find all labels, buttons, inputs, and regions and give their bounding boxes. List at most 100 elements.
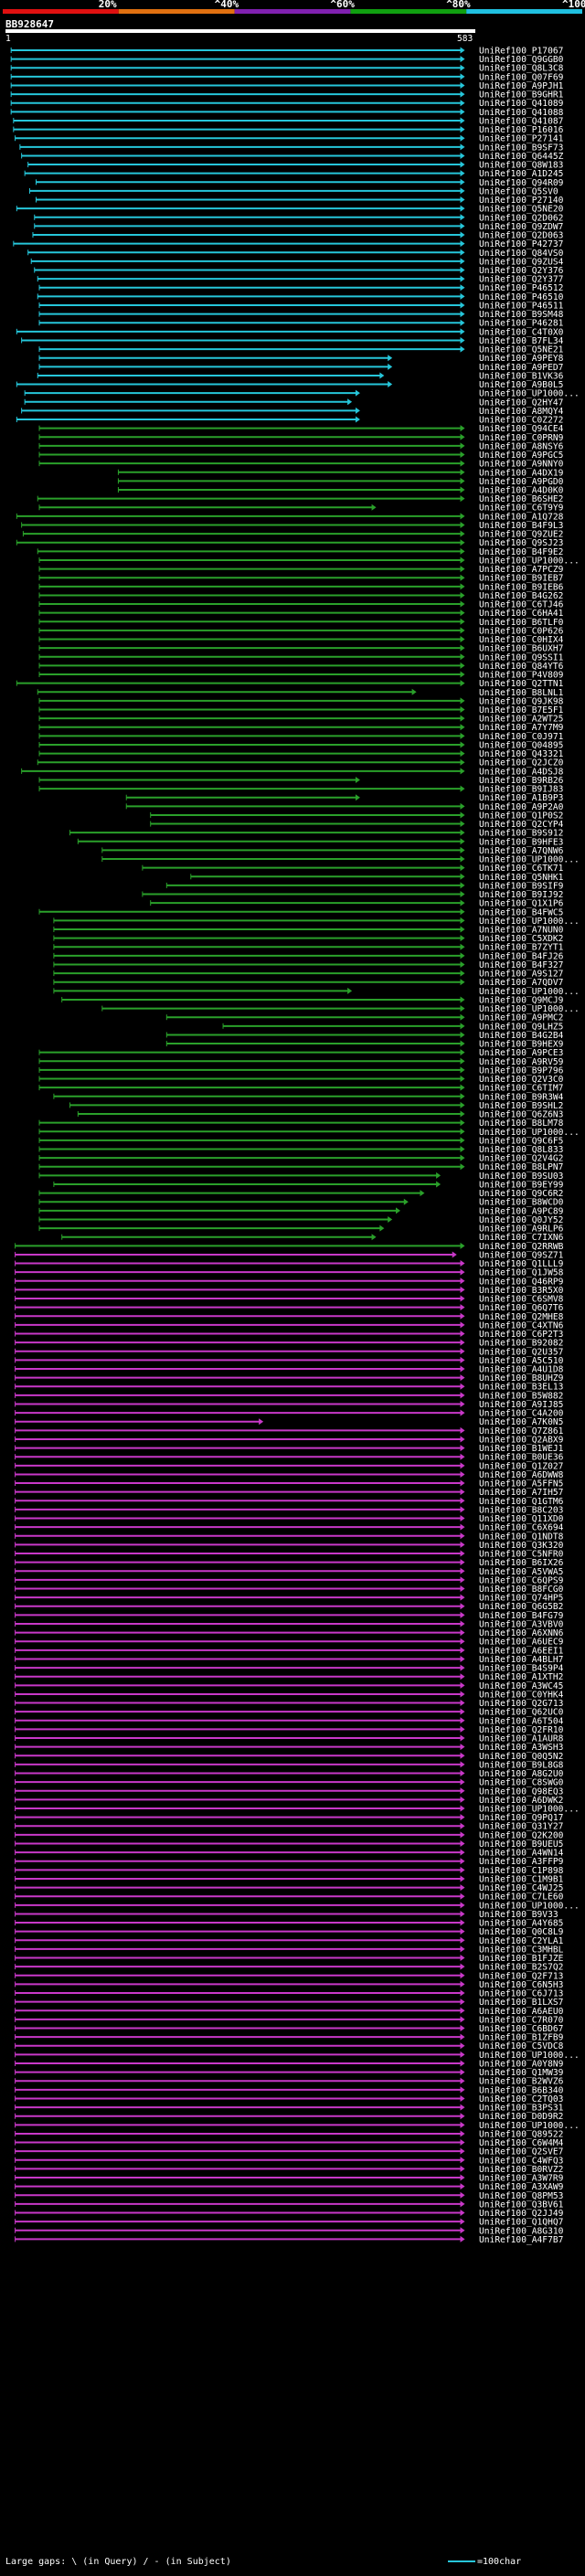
hit-label[interactable]: UniRef100_B1VK36: [479, 371, 564, 381]
hit-label[interactable]: UniRef100_A9PED7: [479, 363, 564, 373]
hit-label[interactable]: UniRef100_C1P898: [479, 1866, 564, 1876]
hit-label[interactable]: UniRef100_P4V809: [479, 671, 564, 681]
hit-label[interactable]: UniRef100_Q2SVE7: [479, 2147, 564, 2157]
hit-label[interactable]: UniRef100_Q2V3C0: [479, 1075, 564, 1085]
hit-label[interactable]: UniRef100_B4FJ26: [479, 951, 564, 961]
hit-label[interactable]: UniRef100_UP1000...: [479, 1128, 580, 1138]
hit-label[interactable]: UniRef100_P46511: [479, 301, 564, 311]
hit-label[interactable]: UniRef100_B9RB26: [479, 776, 564, 786]
hit-label[interactable]: UniRef100_Q5SV0: [479, 186, 558, 196]
hit-label[interactable]: UniRef100_Q9SZ71: [479, 1250, 564, 1260]
hit-label[interactable]: UniRef100_Q1JW58: [479, 1268, 564, 1278]
hit-label[interactable]: UniRef100_B4F327: [479, 960, 564, 970]
hit-label[interactable]: UniRef100_A4U1D8: [479, 1365, 564, 1375]
hit-label[interactable]: UniRef100_B1ZFB9: [479, 2033, 564, 2043]
hit-label[interactable]: UniRef100_A5C510: [479, 1356, 564, 1366]
hit-label[interactable]: UniRef100_B6B340: [479, 2085, 564, 2095]
hit-label[interactable]: UniRef100_P46281: [479, 319, 564, 329]
hit-label[interactable]: UniRef100_Q11XD0: [479, 1514, 564, 1524]
hit-label[interactable]: UniRef100_Q8L833: [479, 1145, 564, 1155]
hit-label[interactable]: UniRef100_B4G262: [479, 591, 563, 601]
hit-label[interactable]: UniRef100_Q2MHE8: [479, 1312, 564, 1322]
hit-label[interactable]: UniRef100_Q9ZDW7: [479, 222, 564, 232]
hit-label[interactable]: UniRef100_A8MQY4: [479, 407, 564, 417]
hit-label[interactable]: UniRef100_C0HIX4: [479, 635, 564, 645]
hit-label[interactable]: UniRef100_Q5NHK1: [479, 873, 564, 883]
hit-label[interactable]: UniRef100_Q2ABX9: [479, 1435, 564, 1445]
hit-label[interactable]: UniRef100_B8LPN7: [479, 1162, 564, 1172]
hit-label[interactable]: UniRef100_B9IJ92: [479, 890, 563, 900]
hit-label[interactable]: UniRef100_C5XDK2: [479, 934, 563, 944]
hit-label[interactable]: UniRef100_Q8W183: [479, 161, 564, 171]
hit-label[interactable]: UniRef100_A1XTH2: [479, 1672, 563, 1682]
hit-label[interactable]: UniRef100_C6TK71: [479, 864, 564, 874]
hit-label[interactable]: UniRef100_UP1000...: [479, 1901, 580, 1911]
hit-label[interactable]: UniRef100_Q2F713: [479, 1971, 564, 1981]
hit-label[interactable]: UniRef100_P17067: [479, 47, 564, 57]
hit-label[interactable]: UniRef100_B9HEX9: [479, 1040, 564, 1050]
hit-label[interactable]: UniRef100_B9SHL2: [479, 1101, 563, 1111]
hit-label[interactable]: UniRef100_Q62UC0: [479, 1708, 564, 1718]
hit-label[interactable]: UniRef100_B7FL34: [479, 336, 564, 346]
hit-label[interactable]: UniRef100_UP1000...: [479, 389, 580, 399]
hit-label[interactable]: UniRef100_A3WC45: [479, 1681, 563, 1691]
hit-label[interactable]: UniRef100_A7IH57: [479, 1488, 564, 1498]
hit-label[interactable]: UniRef100_P46512: [479, 283, 563, 293]
hit-label[interactable]: UniRef100_Q1MW39: [479, 2068, 564, 2078]
hit-label[interactable]: UniRef100_A4DSJ8: [479, 767, 564, 777]
hit-label[interactable]: UniRef100_C2YLA1: [479, 1936, 564, 1946]
hit-label[interactable]: UniRef100_A9PGC5: [479, 451, 563, 461]
hit-label[interactable]: UniRef100_Q9ZUE2: [479, 530, 563, 540]
hit-label[interactable]: UniRef100_C6N5H3: [479, 1980, 564, 1990]
hit-label[interactable]: UniRef100_C0YHK4: [479, 1690, 564, 1700]
hit-label[interactable]: UniRef100_Q7Z861: [479, 1426, 564, 1436]
hit-label[interactable]: UniRef100_B4FWC5: [479, 907, 563, 917]
hit-label[interactable]: UniRef100_B8LNL1: [479, 688, 564, 698]
hit-label[interactable]: UniRef100_C6J713: [479, 1989, 564, 1999]
hit-label[interactable]: UniRef100_C6W4M4: [479, 2138, 564, 2148]
hit-label[interactable]: UniRef100_B3EL13: [479, 1383, 564, 1393]
hit-label[interactable]: UniRef100_Q0C8L9: [479, 1927, 564, 1937]
hit-label[interactable]: UniRef100_C0PRN9: [479, 433, 564, 443]
hit-label[interactable]: UniRef100_A9PJH1: [479, 81, 564, 91]
hit-label[interactable]: UniRef100_A6XNN6: [479, 1628, 564, 1638]
hit-label[interactable]: UniRef100_B4FG79: [479, 1611, 564, 1621]
hit-label[interactable]: UniRef100_Q6G5B2: [479, 1602, 563, 1612]
hit-label[interactable]: UniRef100_C6SMV8: [479, 1295, 564, 1305]
hit-label[interactable]: UniRef100_A9PC89: [479, 1206, 564, 1216]
hit-label[interactable]: UniRef100_A1B9P3: [479, 793, 564, 803]
hit-label[interactable]: UniRef100_A4WN14: [479, 1849, 564, 1859]
hit-label[interactable]: UniRef100_P27140: [479, 196, 564, 206]
hit-label[interactable]: UniRef100_B2WVZ6: [479, 2077, 564, 2087]
hit-label[interactable]: UniRef100_Q2D063: [479, 231, 564, 241]
hit-label[interactable]: UniRef100_A3FFP9: [479, 1857, 564, 1867]
hit-label[interactable]: UniRef100_C6QPS9: [479, 1575, 564, 1585]
hit-label[interactable]: UniRef100_Q9MCJ9: [479, 995, 564, 1005]
hit-label[interactable]: UniRef100_Q2Y377: [479, 275, 564, 285]
hit-label[interactable]: UniRef100_A8G2U0: [479, 1769, 564, 1779]
hit-label[interactable]: UniRef100_Q8PM53: [479, 2191, 564, 2201]
hit-label[interactable]: UniRef100_B3PS31: [479, 2104, 564, 2114]
hit-label[interactable]: UniRef100_B8C203: [479, 1505, 564, 1515]
hit-label[interactable]: UniRef100_A4Y685: [479, 1919, 563, 1929]
hit-label[interactable]: UniRef100_B6SHE2: [479, 494, 563, 504]
hit-label[interactable]: UniRef100_A2WT25: [479, 715, 563, 725]
hit-label[interactable]: UniRef100_B8LM78: [479, 1118, 564, 1129]
hit-label[interactable]: UniRef100_Q41087: [479, 116, 564, 126]
hit-label[interactable]: UniRef100_B9L8G8: [479, 1760, 564, 1770]
hit-label[interactable]: UniRef100_B3R5X0: [479, 1286, 564, 1296]
hit-label[interactable]: UniRef100_B9P796: [479, 1065, 564, 1076]
hit-label[interactable]: UniRef100_Q9GGB0: [479, 55, 564, 65]
hit-label[interactable]: UniRef100_B9IJ83: [479, 785, 564, 795]
hit-label[interactable]: UniRef100_B8UHZ9: [479, 1373, 564, 1383]
hit-label[interactable]: UniRef100_C5NFR0: [479, 1550, 564, 1560]
hit-label[interactable]: UniRef100_UP1000...: [479, 987, 580, 997]
hit-label[interactable]: UniRef100_Q43321: [479, 749, 564, 759]
hit-label[interactable]: UniRef100_C3MHBL: [479, 1945, 564, 1955]
hit-label[interactable]: UniRef100_A7NUN0: [479, 926, 564, 936]
hit-label[interactable]: UniRef100_C6TIM7: [479, 1084, 564, 1094]
hit-label[interactable]: UniRef100_A4F7B7: [479, 2235, 564, 2245]
hit-label[interactable]: UniRef100_B6TLF0: [479, 618, 564, 628]
hit-label[interactable]: UniRef100_Q9LHZ5: [479, 1022, 563, 1032]
hit-label[interactable]: UniRef100_A5FFN5: [479, 1479, 563, 1489]
